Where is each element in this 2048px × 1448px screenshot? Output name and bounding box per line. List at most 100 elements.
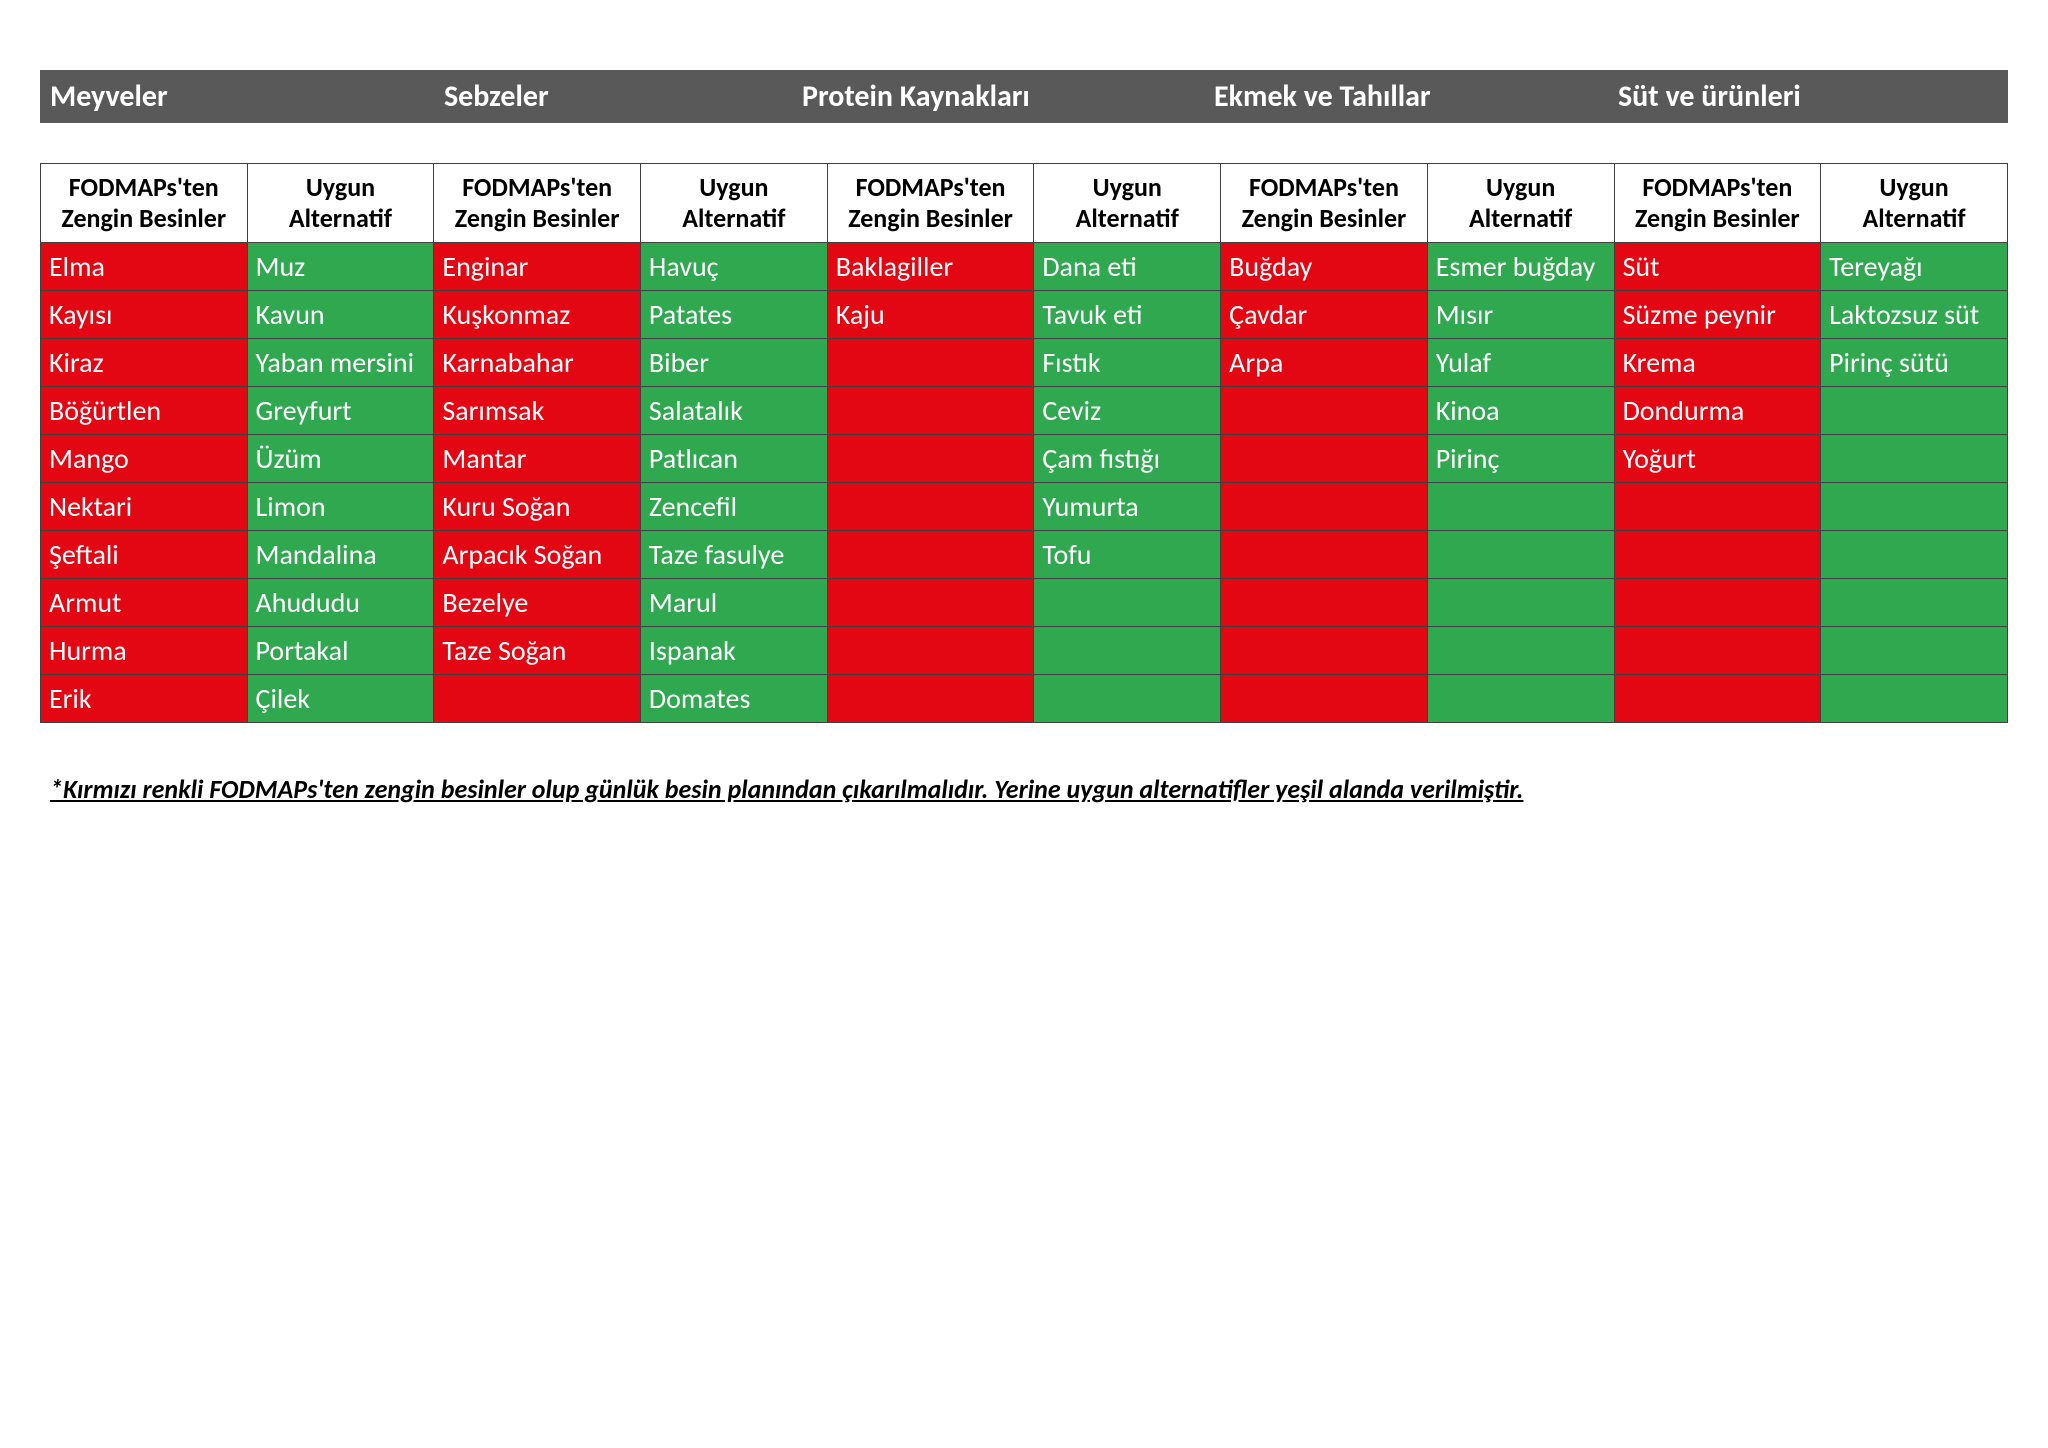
food-cell: Patates <box>640 291 827 339</box>
table-body: ElmaMuzEnginarHavuçBaklagillerDana etiBu… <box>41 243 2008 723</box>
food-cell: Marul <box>640 579 827 627</box>
food-cell: Elma <box>41 243 248 291</box>
food-cell: Zencefil <box>640 483 827 531</box>
food-cell: Dondurma <box>1614 387 1821 435</box>
table-row: ArmutAhududuBezelyeMarul <box>41 579 2008 627</box>
table-row: BöğürtlenGreyfurtSarımsakSalatalıkCevizK… <box>41 387 2008 435</box>
food-cell: Mango <box>41 435 248 483</box>
food-cell: Süzme peynir <box>1614 291 1821 339</box>
food-cell <box>1221 483 1428 531</box>
food-cell: Tofu <box>1034 531 1221 579</box>
food-cell <box>1427 531 1614 579</box>
food-cell <box>434 675 641 723</box>
col-header-alt: Uygun Alternatif <box>1034 164 1221 243</box>
food-cell: Böğürtlen <box>41 387 248 435</box>
food-cell: Çam fıstığı <box>1034 435 1221 483</box>
food-cell: Buğday <box>1221 243 1428 291</box>
food-cell <box>827 627 1034 675</box>
food-cell <box>1821 675 2008 723</box>
food-cell: Karnabahar <box>434 339 641 387</box>
food-cell <box>1221 531 1428 579</box>
food-cell: Şeftali <box>41 531 248 579</box>
food-cell <box>1821 627 2008 675</box>
food-cell: Muz <box>247 243 434 291</box>
food-cell <box>1221 435 1428 483</box>
food-cell <box>827 579 1034 627</box>
food-cell: Pirinç <box>1427 435 1614 483</box>
food-cell <box>1821 387 2008 435</box>
category-label: Süt ve ürünleri <box>1608 74 2002 119</box>
subheader-row: FODMAPs'ten Zengin BesinlerUygun Alterna… <box>41 164 2008 243</box>
footnote-text: *Kırmızı renkli FODMAPs'ten zengin besin… <box>40 773 2008 805</box>
food-cell <box>1614 483 1821 531</box>
food-cell: Mısır <box>1427 291 1614 339</box>
food-cell: Çilek <box>247 675 434 723</box>
food-cell <box>1821 579 2008 627</box>
food-cell: Armut <box>41 579 248 627</box>
table-row: Nektari LimonKuru Soğan ZencefilYumurta <box>41 483 2008 531</box>
fodmap-table: FODMAPs'ten Zengin BesinlerUygun Alterna… <box>40 163 2008 723</box>
food-cell: Yoğurt <box>1614 435 1821 483</box>
food-cell: Üzüm <box>247 435 434 483</box>
food-cell <box>1614 579 1821 627</box>
food-cell <box>827 483 1034 531</box>
food-cell: Ceviz <box>1034 387 1221 435</box>
food-cell <box>1427 483 1614 531</box>
food-cell: Greyfurt <box>247 387 434 435</box>
food-cell: Arpa <box>1221 339 1428 387</box>
table-row: ErikÇilekDomates <box>41 675 2008 723</box>
food-cell: Hurma <box>41 627 248 675</box>
food-cell <box>1221 387 1428 435</box>
food-cell <box>827 531 1034 579</box>
table-row: KayısıKavunKuşkonmazPatatesKajuTavuk eti… <box>41 291 2008 339</box>
food-cell <box>1221 627 1428 675</box>
food-cell <box>1427 627 1614 675</box>
table-row: ElmaMuzEnginarHavuçBaklagillerDana etiBu… <box>41 243 2008 291</box>
food-cell: Kiraz <box>41 339 248 387</box>
food-cell <box>827 339 1034 387</box>
food-cell: Biber <box>640 339 827 387</box>
food-cell <box>827 435 1034 483</box>
col-header-rich: FODMAPs'ten Zengin Besinler <box>434 164 641 243</box>
food-cell: Limon <box>247 483 434 531</box>
col-header-alt: Uygun Alternatif <box>1427 164 1614 243</box>
food-cell <box>1034 579 1221 627</box>
food-cell: Fıstık <box>1034 339 1221 387</box>
col-header-rich: FODMAPs'ten Zengin Besinler <box>1221 164 1428 243</box>
food-cell: Domates <box>640 675 827 723</box>
col-header-alt: Uygun Alternatif <box>1821 164 2008 243</box>
food-cell: Mantar <box>434 435 641 483</box>
food-cell <box>1821 435 2008 483</box>
col-header-alt: Uygun Alternatif <box>640 164 827 243</box>
food-cell <box>1427 579 1614 627</box>
table-row: ŞeftaliMandalinaArpacık SoğanTaze fasuly… <box>41 531 2008 579</box>
food-cell: Dana eti <box>1034 243 1221 291</box>
food-cell: Ahududu <box>247 579 434 627</box>
category-header-bar: MeyvelerSebzelerProtein KaynaklarıEkmek … <box>40 70 2008 123</box>
table-row: HurmaPortakalTaze SoğanIspanak <box>41 627 2008 675</box>
food-cell <box>1821 531 2008 579</box>
food-cell: Bezelye <box>434 579 641 627</box>
food-cell: Laktozsuz süt <box>1821 291 2008 339</box>
food-cell: Krema <box>1614 339 1821 387</box>
food-cell <box>1427 675 1614 723</box>
food-cell <box>827 675 1034 723</box>
food-cell: Mandalina <box>247 531 434 579</box>
food-cell: Taze Soğan <box>434 627 641 675</box>
food-cell <box>1034 627 1221 675</box>
col-header-rich: FODMAPs'ten Zengin Besinler <box>827 164 1034 243</box>
food-cell: Kuru Soğan <box>434 483 641 531</box>
food-cell: Kuşkonmaz <box>434 291 641 339</box>
food-cell: Ispanak <box>640 627 827 675</box>
food-cell: Kaju <box>827 291 1034 339</box>
food-cell: Portakal <box>247 627 434 675</box>
food-cell: Taze fasulye <box>640 531 827 579</box>
table-row: KirazYaban mersiniKarnabaharBiberFıstıkA… <box>41 339 2008 387</box>
food-cell <box>1034 675 1221 723</box>
food-cell <box>1614 675 1821 723</box>
category-label: Meyveler <box>40 74 434 119</box>
food-cell <box>1221 579 1428 627</box>
food-cell: Tavuk eti <box>1034 291 1221 339</box>
food-cell: Süt <box>1614 243 1821 291</box>
food-cell: Tereyağı <box>1821 243 2008 291</box>
